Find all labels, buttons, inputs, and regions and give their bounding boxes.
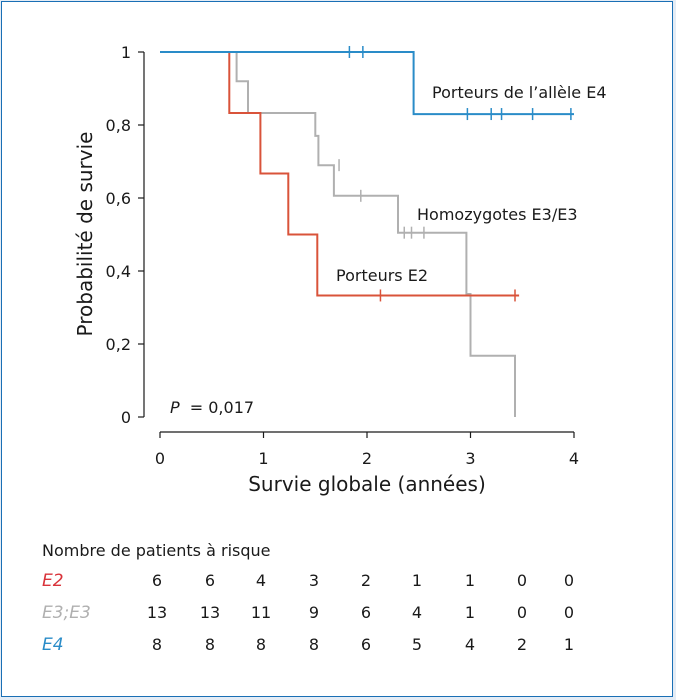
- risk-cell: 1: [465, 571, 475, 590]
- series-e3e3-line: [160, 51, 516, 417]
- risk-row-label: E4: [42, 635, 64, 655]
- risk-cell: 11: [251, 603, 271, 622]
- y-tick-label: 1: [121, 43, 131, 62]
- p-value-label: P: [170, 398, 180, 417]
- risk-cell: 9: [309, 603, 319, 622]
- series-label-e3e3: Homozygotes E3/E3: [417, 205, 578, 224]
- risk-cell: 1: [564, 635, 574, 654]
- x-axis-label: Survie globale (années): [248, 472, 486, 496]
- risk-cell: 1: [412, 571, 422, 590]
- x-tick-label: 3: [465, 449, 475, 468]
- y-tick-label: 0,4: [106, 262, 131, 281]
- risk-cell: 0: [564, 571, 574, 590]
- risk-cell: 4: [256, 571, 266, 590]
- risk-row-label: E2: [42, 571, 64, 591]
- x-tick-label: 1: [258, 449, 268, 468]
- y-tick-label: 0,2: [106, 335, 131, 354]
- p-value-value: = 0,017: [190, 398, 254, 417]
- series-label-e2: Porteurs E2: [336, 266, 428, 285]
- risk-cell: 4: [412, 603, 422, 622]
- y-tick-label: 0,8: [106, 116, 131, 135]
- risk-cell: 4: [465, 635, 475, 654]
- risk-cell: 1: [465, 603, 475, 622]
- risk-cell: 0: [517, 571, 527, 590]
- risk-cell: 8: [256, 635, 266, 654]
- series-e4-line: [160, 51, 574, 116]
- risk-cell: 6: [361, 635, 371, 654]
- series-e2-line: [160, 51, 520, 297]
- risk-row-label: E3;E3: [42, 603, 91, 623]
- y-axis-label: Probabilité de survie: [73, 132, 97, 337]
- y-tick-label: 0,6: [106, 189, 131, 208]
- y-tick-label: 0: [121, 408, 131, 427]
- x-tick-label: 4: [569, 449, 579, 468]
- risk-cell: 6: [205, 571, 215, 590]
- p-value-annotation: P = 0,017: [170, 398, 254, 417]
- risk-cell: 0: [517, 603, 527, 622]
- risk-cell: 2: [361, 571, 371, 590]
- risk-cell: 8: [309, 635, 319, 654]
- risk-cell: 6: [152, 571, 162, 590]
- risk-cell: 13: [147, 603, 167, 622]
- risk-cell: 13: [200, 603, 220, 622]
- series-label-e4: Porteurs de l’allèle E4: [432, 83, 607, 102]
- risk-cell: 2: [517, 635, 527, 654]
- risk-table-title: Nombre de patients à risque: [42, 541, 271, 560]
- risk-cell: 6: [361, 603, 371, 622]
- x-tick-label: 0: [155, 449, 165, 468]
- risk-cell: 8: [205, 635, 215, 654]
- risk-cell: 3: [309, 571, 319, 590]
- x-tick-label: 2: [362, 449, 372, 468]
- risk-cell: 5: [412, 635, 422, 654]
- risk-cell: 8: [152, 635, 162, 654]
- risk-cell: 0: [564, 603, 574, 622]
